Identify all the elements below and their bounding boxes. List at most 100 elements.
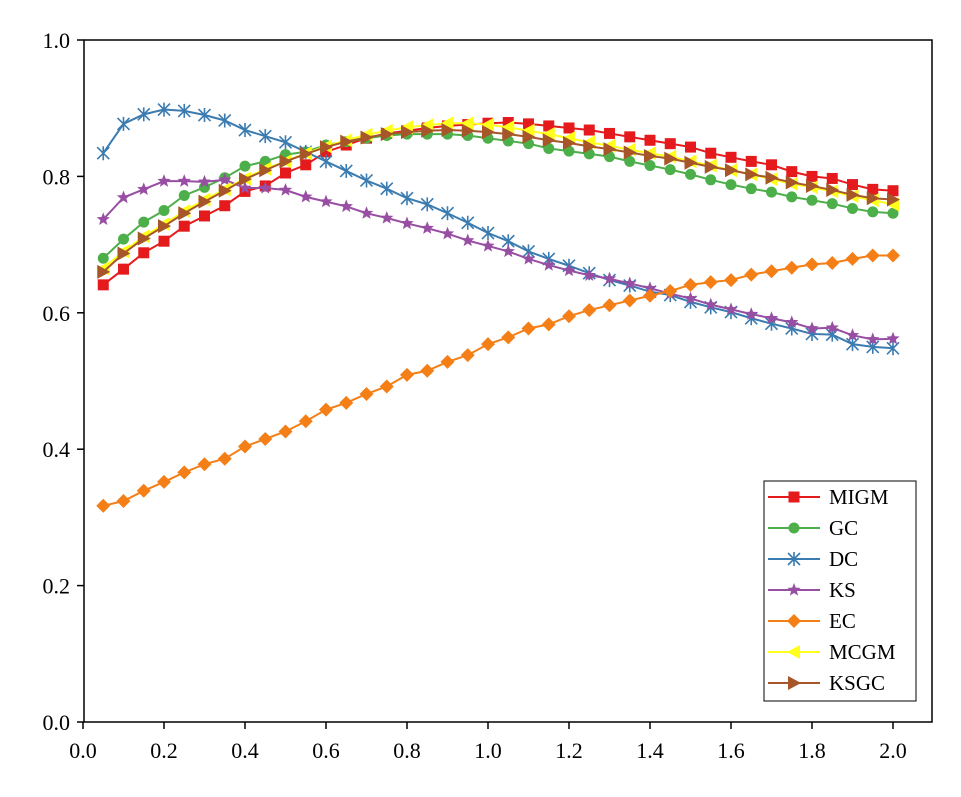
data-point-dc: [96, 146, 110, 161]
data-point-ks: [339, 199, 353, 213]
data-point-gc: [239, 160, 251, 172]
data-point-ksgc: [583, 139, 597, 154]
data-point-ec: [379, 379, 394, 394]
legend-item-ksgc: KSGC: [768, 671, 885, 695]
series-layer: [96, 102, 900, 513]
data-point-dc: [420, 197, 434, 212]
series-line-ksgc: [102, 129, 894, 273]
data-point-ec: [703, 275, 718, 290]
legend-items: MIGM GC DC KS EC MCGM KSGC: [768, 485, 896, 695]
data-point-migm: [583, 124, 595, 136]
data-point-dc: [461, 215, 475, 230]
data-point-ksgc: [117, 246, 131, 261]
data-point-ksgc: [401, 125, 414, 140]
data-point-ks: [218, 172, 232, 186]
data-point-ks: [440, 226, 455, 240]
data-point-ks: [238, 180, 252, 194]
data-point-ks: [461, 233, 475, 247]
x-tick-label: 0.4: [231, 738, 259, 763]
x-tick-label: 1.0: [474, 738, 502, 763]
data-point-ksgc: [826, 183, 840, 198]
data-point-gc: [806, 194, 818, 206]
data-point-dc: [278, 135, 293, 150]
data-point-ks: [582, 268, 596, 281]
data-point-migm: [563, 122, 575, 134]
data-point-dc: [319, 154, 333, 169]
plot-frame: [83, 39, 933, 723]
data-point-mcgm: [521, 123, 535, 138]
data-point-ksgc: [259, 163, 273, 178]
data-point-ksgc: [806, 178, 819, 193]
data-point-gc: [826, 198, 838, 210]
data-point-gc: [664, 164, 676, 176]
data-point-dc: [339, 163, 353, 178]
data-point-ks: [866, 332, 880, 346]
data-point-gc: [178, 189, 190, 201]
data-point-dc: [218, 113, 232, 128]
data-point-dc: [238, 123, 252, 138]
data-point-ks: [137, 182, 151, 196]
legend-item-ks: KS: [768, 578, 856, 602]
data-point-gc: [725, 179, 737, 191]
data-point-migm: [705, 147, 717, 159]
data-point-migm: [523, 118, 534, 130]
data-point-migm: [543, 120, 555, 132]
data-point-ks: [177, 174, 191, 187]
data-point-ec: [805, 257, 819, 272]
data-point-ks: [319, 194, 333, 208]
y-axis: 0.0 0.2 0.4 0.6 0.8 1.0: [43, 28, 84, 735]
data-point-ec: [541, 317, 556, 332]
data-point-ks: [420, 221, 434, 234]
series-migm: [97, 117, 899, 291]
data-point-ks: [785, 315, 799, 329]
data-point-migm: [847, 179, 858, 191]
data-point-ec: [886, 248, 900, 263]
data-point-ksgc: [218, 183, 232, 198]
data-point-ksgc: [299, 146, 313, 161]
data-point-ec: [420, 363, 435, 378]
data-point-ksgc: [461, 123, 475, 138]
data-point-ec: [238, 439, 252, 454]
y-tick-label: 0.2: [43, 574, 71, 599]
y-tick-label: 0.8: [43, 164, 71, 189]
data-point-ec: [764, 264, 779, 279]
legend-marker: [787, 614, 801, 628]
data-point-ks: [116, 190, 131, 204]
x-tick-label: 1.4: [636, 738, 664, 763]
data-point-ksgc: [542, 133, 556, 148]
plot-area: [83, 39, 933, 723]
data-point-ksgc: [563, 135, 576, 150]
legend-item-ec: EC: [768, 609, 856, 633]
data-point-dc: [359, 173, 374, 188]
data-point-ec: [359, 386, 374, 401]
data-point-ks: [764, 311, 779, 324]
data-point-ks: [380, 211, 394, 224]
data-point-migm: [887, 185, 899, 197]
data-point-migm: [867, 183, 879, 195]
data-point-ksgc: [320, 140, 333, 155]
data-point-gc: [138, 216, 150, 228]
data-point-ks: [359, 206, 374, 219]
data-point-dc: [258, 129, 272, 144]
x-tick-label: 1.6: [717, 738, 745, 763]
data-point-ec: [278, 424, 293, 439]
data-point-ks: [299, 189, 313, 203]
x-tick-label: 1.8: [798, 738, 826, 763]
data-point-ks: [825, 320, 839, 334]
data-point-migm: [745, 155, 757, 167]
data-point-migm: [239, 185, 251, 197]
series-line-dc: [102, 108, 894, 350]
data-point-ksgc: [340, 134, 354, 149]
data-point-migm: [199, 210, 210, 222]
data-point-migm: [664, 138, 676, 150]
data-point-ksgc: [360, 130, 374, 145]
data-point-migm: [178, 220, 190, 232]
data-point-ec: [177, 465, 192, 480]
data-point-ec: [724, 273, 738, 288]
data-point-ksgc: [380, 127, 394, 142]
data-point-ks: [886, 331, 900, 345]
x-tick-label: 0.6: [312, 738, 340, 763]
data-point-ksgc: [603, 142, 617, 157]
data-point-migm: [644, 134, 656, 146]
data-point-dc: [845, 337, 860, 352]
